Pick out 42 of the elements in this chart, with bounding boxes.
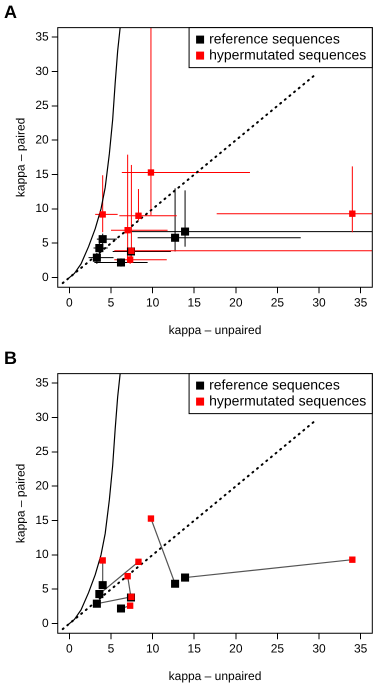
x-tick-label: 5 [108, 296, 115, 310]
x-tick-label: 20 [229, 642, 243, 656]
legend-label: hypermutated sequences [209, 46, 366, 62]
legend-label: reference sequences [209, 376, 340, 392]
y-tick-label: 10 [35, 201, 50, 216]
x-axis-title: kappa – unpaired [168, 323, 262, 338]
y-tick-label: 0 [42, 616, 50, 630]
x-tick-label: 15 [188, 296, 202, 310]
x-tick-label: 20 [229, 296, 243, 310]
legend-label: reference sequences [209, 30, 340, 46]
legend-label: hypermutated sequences [209, 392, 366, 408]
x-tick-label: 25 [270, 296, 284, 310]
y-tick-label: 15 [35, 166, 50, 181]
y-tick-label: 20 [35, 478, 50, 493]
y-tick-label: 5 [42, 236, 50, 250]
x-tick-label: 5 [108, 642, 115, 656]
y-tick-label: 10 [35, 547, 50, 562]
x-tick-label: 10 [146, 296, 160, 310]
x-tick-label: 15 [188, 642, 202, 656]
x-tick-label: 30 [312, 642, 326, 656]
x-tick-label: 0 [66, 296, 74, 310]
chart-title: A [4, 2, 17, 22]
x-tick-label: 30 [312, 296, 326, 310]
y-tick-label: 20 [35, 132, 50, 147]
y-axis-title: kappa – paired [14, 118, 28, 198]
x-tick-label: 10 [146, 642, 160, 656]
x-tick-label: 0 [66, 642, 74, 656]
y-tick-label: 30 [35, 410, 50, 424]
y-tick-label: 30 [35, 64, 50, 78]
x-tick-label: 25 [270, 642, 284, 656]
y-tick-label: 5 [42, 582, 50, 596]
y-tick-label: 15 [35, 512, 50, 527]
y-tick-label: 35 [35, 376, 50, 390]
x-axis-title: kappa – unpaired [168, 669, 262, 684]
y-tick-label: 25 [35, 444, 50, 458]
x-tick-label: 35 [354, 296, 368, 310]
chart-title: B [4, 348, 17, 368]
x-tick-label: 35 [354, 642, 368, 656]
y-axis-title: kappa – paired [14, 464, 28, 544]
y-tick-label: 35 [35, 30, 50, 44]
y-tick-label: 0 [42, 270, 50, 284]
y-tick-label: 25 [35, 98, 50, 112]
